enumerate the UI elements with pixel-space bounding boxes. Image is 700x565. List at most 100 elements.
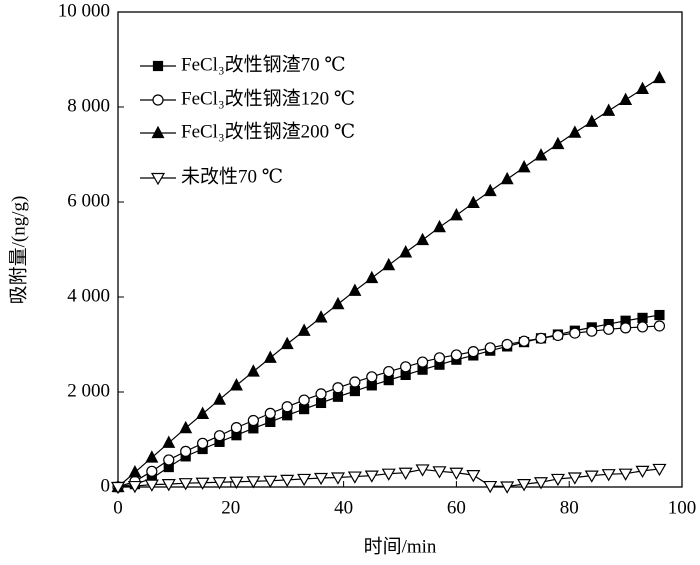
circle-marker <box>416 356 429 368</box>
plot-frame <box>117 11 683 488</box>
triangle-marker <box>382 257 396 271</box>
triangle-marker <box>652 70 666 84</box>
legend-marker <box>151 125 165 139</box>
circle-marker <box>467 346 479 358</box>
square-marker <box>637 312 648 323</box>
down-triangle-marker <box>584 470 599 483</box>
triangle-marker <box>636 81 650 95</box>
down-triangle-marker <box>229 476 244 489</box>
triangle-marker <box>568 125 582 138</box>
series-line <box>117 314 660 488</box>
down-triangle-marker <box>652 463 667 477</box>
down-triangle-marker <box>601 469 616 482</box>
y-tick-label: 2 000 <box>67 380 110 401</box>
down-triangle-marker <box>567 472 582 485</box>
square-marker <box>299 404 310 415</box>
legend-marker <box>150 172 166 186</box>
down-triangle-marker <box>314 472 329 486</box>
triangle-marker <box>365 270 379 284</box>
x-tick-label: 0 <box>113 497 123 518</box>
down-triangle-marker <box>398 467 413 480</box>
triangle-marker <box>585 114 599 127</box>
down-triangle-marker <box>432 466 447 479</box>
down-triangle-marker <box>263 475 278 489</box>
square-marker <box>349 385 360 397</box>
triangle-marker <box>145 450 159 463</box>
circle-marker <box>569 327 581 339</box>
square-marker <box>315 397 327 409</box>
circle-marker <box>197 437 209 449</box>
triangle-marker <box>399 245 413 258</box>
triangle-marker <box>196 406 210 419</box>
triangle-marker <box>331 296 345 310</box>
triangle-marker <box>229 378 243 391</box>
down-triangle-marker <box>280 474 295 488</box>
y-axis-label: 吸附量/(ng/g) <box>7 196 29 305</box>
x-tick-label: 40 <box>334 497 353 518</box>
circle-marker <box>230 422 243 434</box>
triangle-marker <box>602 103 616 116</box>
circle-marker <box>586 325 598 337</box>
triangle-marker <box>534 148 548 161</box>
down-triangle-marker <box>330 472 345 485</box>
circle-marker <box>315 388 327 400</box>
legend-label: FeCl₃改性钢渣200 ℃ <box>181 120 355 142</box>
x-tick-label: 60 <box>447 497 466 518</box>
down-triangle-marker <box>550 473 565 487</box>
legend-label: 未改性70 ℃ <box>181 165 283 187</box>
triangle-marker <box>213 392 227 405</box>
down-triangle-marker <box>517 479 532 492</box>
square-marker <box>654 309 665 321</box>
circle-marker <box>349 376 361 388</box>
circle-marker <box>383 365 395 378</box>
down-triangle-marker <box>127 480 142 494</box>
circle-marker <box>603 323 615 335</box>
down-triangle-marker <box>364 470 379 483</box>
down-triangle-marker <box>144 479 159 492</box>
circle-marker <box>653 320 666 332</box>
circle-marker <box>281 401 293 413</box>
y-tick-label: 4 000 <box>67 285 110 306</box>
triangle-marker <box>619 92 633 105</box>
down-triangle-marker <box>415 464 430 477</box>
triangle-marker <box>246 364 260 377</box>
down-triangle-marker <box>500 481 515 494</box>
triangle-marker <box>466 195 480 209</box>
triangle-marker <box>517 160 531 173</box>
triangle-marker <box>179 420 193 434</box>
down-triangle-marker <box>635 465 650 479</box>
triangle-marker <box>483 183 497 197</box>
circle-marker <box>163 454 175 466</box>
y-tick-label: 0 <box>101 475 111 496</box>
triangle-marker <box>128 464 142 478</box>
circle-marker <box>619 322 632 334</box>
down-triangle-marker <box>618 468 633 481</box>
down-triangle-marker <box>466 470 481 483</box>
circle-marker <box>450 349 462 361</box>
circle-marker <box>146 465 158 477</box>
down-triangle-marker <box>110 481 126 495</box>
down-triangle-marker <box>381 468 396 481</box>
legend-marker <box>152 60 164 72</box>
circle-marker <box>298 394 310 406</box>
circle-marker <box>501 338 513 351</box>
legend-label: FeCl₃改性钢渣70 ℃ <box>181 53 346 75</box>
circle-marker <box>366 371 378 383</box>
y-tick-label: 6 000 <box>67 190 110 211</box>
circle-marker <box>518 335 530 347</box>
down-triangle-marker <box>161 479 176 492</box>
triangle-marker <box>416 232 430 246</box>
triangle-marker <box>348 283 362 296</box>
circle-marker <box>433 352 446 364</box>
circle-marker <box>400 361 412 373</box>
x-axis-label: 时间/min <box>364 535 437 557</box>
down-triangle-marker <box>347 471 362 484</box>
circle-marker <box>213 430 226 442</box>
down-triangle-marker <box>246 476 261 489</box>
square-marker <box>332 391 344 402</box>
triangle-marker <box>314 310 328 323</box>
down-triangle-marker <box>297 473 312 487</box>
legend-marker <box>152 94 164 106</box>
triangle-marker <box>500 171 514 185</box>
